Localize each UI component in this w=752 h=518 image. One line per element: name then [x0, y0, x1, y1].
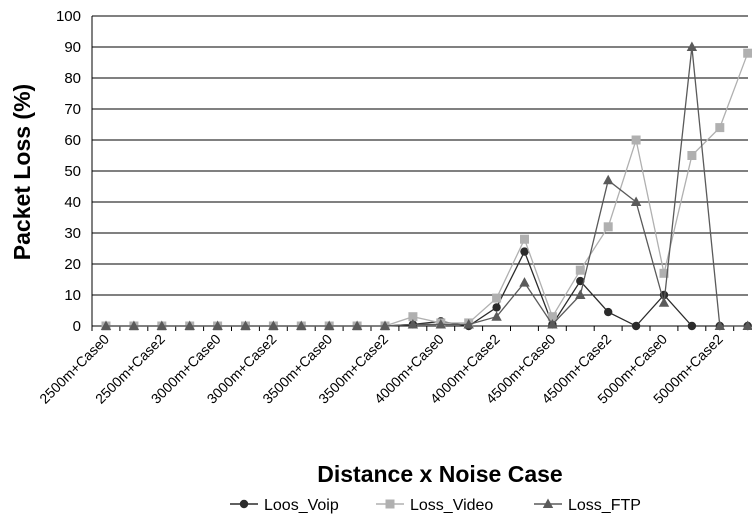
- y-tick-label: 60: [64, 132, 81, 149]
- marker-triangle: [603, 174, 614, 185]
- marker-triangle: [463, 318, 474, 329]
- marker-triangle: [542, 498, 554, 508]
- series-Loos_Voip: [101, 247, 752, 331]
- marker-triangle: [686, 41, 698, 51]
- y-tick-label: 20: [64, 256, 81, 273]
- x-axis-title: Distance x Noise Case: [317, 461, 562, 487]
- marker-circle: [520, 247, 529, 256]
- legend-item: Loos_Voip: [230, 497, 339, 514]
- marker-square: [492, 293, 502, 303]
- marker-triangle: [268, 320, 279, 330]
- marker-square: [743, 48, 752, 58]
- y-tick-label: 30: [64, 225, 81, 242]
- y-tick-label: 40: [64, 194, 81, 211]
- marker-triangle: [658, 297, 670, 307]
- series-line: [106, 46, 748, 327]
- marker-square: [687, 151, 697, 160]
- marker-square: [547, 312, 557, 322]
- y-tick-label: 70: [64, 101, 81, 118]
- marker-triangle: [575, 289, 586, 299]
- marker-circle: [604, 307, 613, 317]
- marker-triangle: [519, 277, 530, 287]
- y-tick-labels: 0 10 20 30 40 50 60 70 80 90 100: [56, 8, 81, 335]
- marker-square: [385, 499, 395, 509]
- marker-circle: [687, 321, 697, 331]
- legend-item: Loss_FTP: [534, 497, 641, 514]
- marker-triangle: [491, 311, 502, 321]
- y-tick-label: 100: [56, 8, 81, 25]
- marker-triangle: [630, 196, 642, 206]
- legend-label: Loss_FTP: [568, 497, 641, 514]
- marker-triangle: [324, 320, 335, 330]
- marker-triangle: [407, 318, 419, 329]
- legend: Loos_Voip Loss_Video Loss_FTP: [230, 497, 641, 514]
- marker-triangle: [100, 320, 112, 330]
- series-line: [106, 52, 749, 327]
- legend-label: Loss_Video: [410, 497, 493, 514]
- y-axis-title: Packet Loss (%): [9, 84, 35, 260]
- marker-triangle: [547, 318, 558, 329]
- marker-triangle: [742, 320, 752, 330]
- marker-square: [520, 234, 529, 244]
- marker-triangle: [714, 320, 725, 330]
- marker-circle: [576, 276, 585, 286]
- marker-circle: [239, 499, 249, 509]
- marker-triangle: [184, 320, 195, 330]
- marker-triangle: [435, 318, 446, 329]
- marker-triangle: [156, 320, 167, 330]
- marker-square: [603, 222, 613, 232]
- y-tick-label: 90: [64, 39, 81, 56]
- legend-label: Loos_Voip: [264, 497, 339, 514]
- y-tick-label: 50: [64, 163, 81, 180]
- marker-circle: [492, 303, 501, 312]
- y-tick-label: 10: [64, 287, 81, 304]
- marker-triangle: [351, 320, 363, 330]
- marker-square: [575, 265, 585, 275]
- y-tick-label: 80: [64, 70, 81, 87]
- y-tick-label: 0: [73, 318, 81, 335]
- marker-square: [408, 312, 418, 322]
- series-line: [106, 249, 748, 327]
- series-Loss_FTP: [100, 41, 752, 330]
- marker-circle: [631, 321, 641, 331]
- series-Loss_Video: [101, 48, 752, 331]
- marker-square: [631, 135, 641, 145]
- x-tick-labels: 2500m+Case02500m+Case23000m+Case03000m+C…: [36, 331, 726, 407]
- marker-triangle: [379, 320, 391, 330]
- marker-square: [659, 268, 669, 278]
- series-group: [100, 41, 752, 331]
- marker-triangle: [296, 320, 307, 330]
- legend-item: Loss_Video: [376, 497, 493, 514]
- grid-lines: [91, 15, 748, 331]
- marker-triangle: [212, 320, 223, 330]
- marker-triangle: [128, 320, 140, 330]
- marker-square: [715, 123, 725, 133]
- marker-triangle: [240, 320, 251, 330]
